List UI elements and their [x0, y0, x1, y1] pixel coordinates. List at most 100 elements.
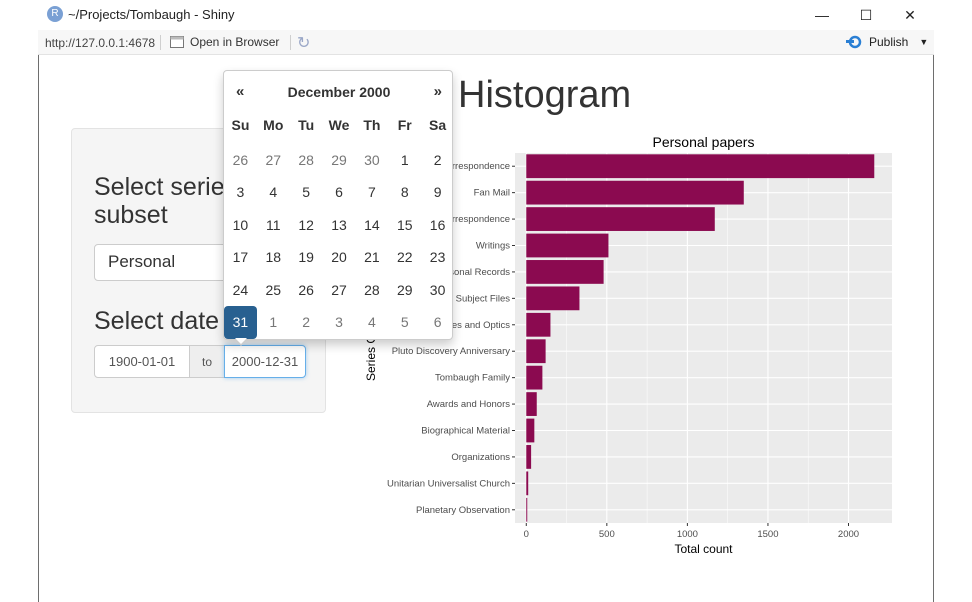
bar: [526, 365, 543, 390]
end-date-input[interactable]: 2000-12-31: [224, 345, 306, 378]
calendar-day[interactable]: 31: [224, 306, 257, 339]
calendar-day[interactable]: 30: [429, 281, 446, 298]
calendar-day[interactable]: 1: [400, 151, 409, 168]
bar: [526, 339, 546, 364]
calendar-day[interactable]: 4: [269, 184, 278, 201]
datepicker-week-row: 31 1 2 3 4 5 6: [224, 306, 454, 339]
calendar-day[interactable]: 2: [433, 151, 442, 168]
y-tick-label: Subject Files: [456, 293, 511, 304]
calendar-day[interactable]: 24: [232, 281, 249, 298]
bar: [526, 207, 715, 231]
chevron-down-icon[interactable]: ▼: [919, 37, 929, 47]
calendar-day[interactable]: 6: [433, 314, 442, 331]
calendar-day[interactable]: 5: [302, 184, 311, 201]
y-tick-label: Planetary Observation: [416, 505, 510, 516]
r-app-icon: R: [47, 6, 63, 22]
minimize-button[interactable]: —: [815, 7, 829, 23]
publish-button[interactable]: Publish ▼: [846, 35, 928, 49]
calendar-day[interactable]: 10: [232, 216, 249, 233]
calendar-day[interactable]: 19: [298, 249, 314, 266]
datepicker-weekday-row: Su Mo Tu We Th Fr Sa: [224, 111, 454, 144]
bar: [526, 260, 604, 284]
window-border-left: [38, 55, 39, 602]
calendar-day[interactable]: 3: [236, 184, 245, 201]
calendar-day[interactable]: 29: [331, 151, 347, 168]
window-border-right: [933, 55, 934, 602]
y-tick-label: Telescopes and Optics: [414, 320, 510, 331]
date-range-label: Select date: [94, 307, 220, 335]
date-range-input: 1900-01-01 to 2000-12-31: [94, 345, 306, 378]
datepicker-week-row: 17 18 19 20 21 22 23: [224, 241, 454, 274]
calendar-day[interactable]: 20: [331, 249, 347, 266]
calendar-day[interactable]: 15: [396, 216, 413, 233]
calendar-day[interactable]: 26: [232, 151, 249, 168]
calendar-day[interactable]: 22: [396, 249, 413, 266]
y-tick-label: Fan Mail: [474, 188, 510, 199]
calendar-day[interactable]: 16: [429, 216, 446, 233]
calendar-day[interactable]: 4: [367, 314, 376, 331]
calendar-day[interactable]: 26: [298, 281, 314, 298]
y-tick-label: Correspondence: [440, 161, 510, 172]
calendar-day[interactable]: 18: [265, 249, 282, 266]
x-tick-label: 0: [524, 529, 529, 540]
weekday-header: Sa: [429, 117, 447, 133]
calendar-day[interactable]: 8: [400, 184, 409, 201]
calendar-day[interactable]: 29: [396, 281, 413, 298]
datepicker-header: « December 2000 »: [224, 81, 454, 105]
calendar-day[interactable]: 21: [364, 249, 380, 266]
histogram-plot: Correspondence Fan Mail Correspondence Writ…: [362, 128, 902, 558]
start-date-input[interactable]: 1900-01-01: [94, 345, 190, 378]
bar: [526, 497, 528, 522]
datepicker-week-row: 10 11 12 13 14 15 16: [224, 209, 454, 242]
calendar-day[interactable]: 1: [269, 314, 278, 331]
publish-label: Publish: [869, 35, 909, 49]
datepicker-month-title[interactable]: December 2000: [287, 84, 391, 100]
chart-svg: Correspondence Fan Mail Correspondence Writ…: [364, 134, 892, 556]
url-display[interactable]: http://127.0.0.1:4678: [45, 36, 156, 50]
calendar-day[interactable]: 6: [335, 184, 343, 201]
calendar-day[interactable]: 30: [364, 151, 380, 168]
y-tick-label: Writings: [476, 241, 510, 252]
calendar-day[interactable]: 27: [265, 151, 282, 168]
calendar-day[interactable]: 23: [429, 249, 446, 266]
reload-icon[interactable]: ↻: [297, 35, 311, 52]
x-tick-label: 500: [599, 529, 615, 540]
calendar-day[interactable]: 2: [302, 314, 311, 331]
next-month-button[interactable]: »: [433, 83, 442, 100]
toolbar-divider: [160, 35, 161, 50]
close-button[interactable]: ✕: [904, 7, 916, 23]
x-axis-label: Total count: [674, 542, 733, 556]
datepicker-grid: Su Mo Tu We Th Fr Sa 26 27 28 29 30 1 2 3 4 5 6 7 8 9 10 11 12 1…: [224, 111, 454, 339]
calendar-day[interactable]: 27: [331, 281, 347, 298]
calendar-day[interactable]: 9: [433, 184, 442, 201]
calendar-day[interactable]: 17: [232, 249, 249, 266]
calendar-day[interactable]: 3: [335, 314, 343, 331]
viewer-toolbar: http://127.0.0.1:4678 Open in Browser ↻ …: [38, 30, 934, 55]
calendar-day[interactable]: 7: [367, 184, 376, 201]
datepicker-week-row: 3 4 5 6 7 8 9: [224, 176, 454, 209]
calendar-day[interactable]: 11: [266, 216, 281, 233]
datepicker-popup: « December 2000 » Su Mo Tu We Th Fr Sa 26 27 28 29…: [223, 70, 454, 346]
y-tick-label: Pluto Discovery Anniversary: [392, 346, 511, 357]
calendar-day[interactable]: 13: [331, 216, 347, 233]
bar: [526, 233, 609, 258]
open-in-browser-button[interactable]: Open in Browser: [170, 35, 279, 49]
title-bar: R ~/Projects/Tombaugh - Shiny — ☐ ✕: [38, 0, 934, 30]
y-tick-label: Personal Records: [434, 267, 510, 278]
bar: [526, 445, 532, 469]
weekday-header: Th: [363, 117, 381, 133]
prev-month-button[interactable]: «: [236, 83, 245, 100]
y-tick-label: Awards and Honors: [427, 399, 511, 410]
maximize-button[interactable]: ☐: [859, 7, 873, 23]
calendar-day[interactable]: 14: [364, 216, 380, 233]
calendar-day[interactable]: 12: [298, 216, 314, 233]
calendar-day[interactable]: 28: [298, 151, 314, 168]
calendar-day[interactable]: 5: [400, 314, 409, 331]
toolbar-divider: [290, 35, 291, 50]
datepicker-week-row: 26 27 28 29 30 1 2: [224, 144, 454, 177]
bar: [526, 286, 580, 311]
calendar-day[interactable]: 28: [364, 281, 380, 298]
calendar-day[interactable]: 25: [265, 281, 282, 298]
weekday-header: We: [328, 117, 350, 133]
